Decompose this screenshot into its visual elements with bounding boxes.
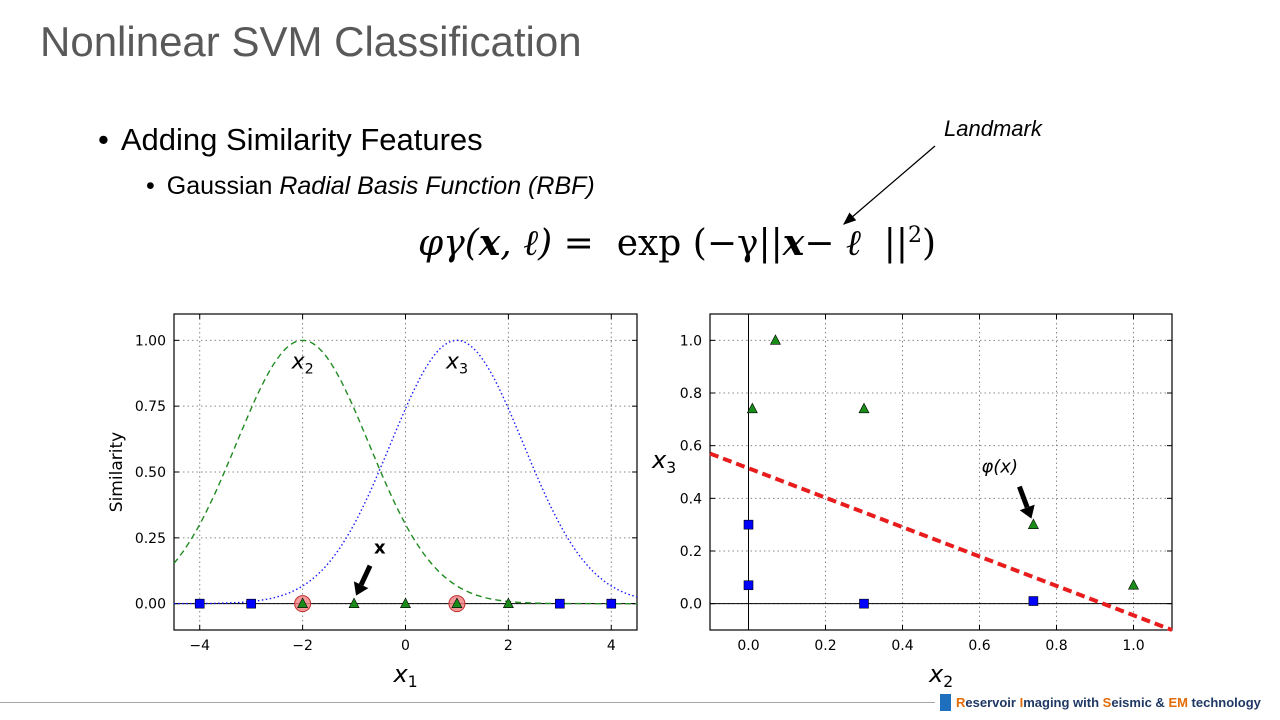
chart1-green-triangle [451, 597, 463, 608]
chart2-arrow-head [1019, 504, 1035, 519]
bullet-adding-similarity: • Adding Similarity Features [98, 122, 483, 157]
chart1-green-triangle [297, 597, 309, 608]
formula-paren-close: ) [922, 223, 937, 264]
chart1-arrow-label: x [374, 538, 386, 559]
formula-x1: x [478, 222, 501, 264]
bullet2-prefix: Gaussian [166, 172, 280, 200]
formula-exp: exp [616, 223, 682, 264]
chart1-curve-label-x3: x3 [445, 349, 468, 377]
chart2-frame [709, 313, 1173, 631]
footer-part: EM [1168, 695, 1188, 710]
chart2-ytick-label: 0.4 [680, 491, 702, 507]
chart1-ytick-label: 1.00 [135, 333, 166, 349]
chart2-blue-square [1028, 596, 1039, 606]
chart2-xtick-label: 1.0 [1122, 638, 1144, 654]
chart2-xtick-label: 0.4 [891, 638, 913, 654]
chart2-ytick-label: 0.6 [680, 439, 702, 455]
footer-part: maging with [1023, 695, 1103, 710]
chart2-arrow-shaft [1017, 485, 1030, 509]
chart1-ylabel: Similarity [107, 432, 127, 512]
formula-norm-close: || [883, 223, 909, 264]
chart1-xlabel: x1 [393, 660, 418, 691]
formula-phi: φγ( [418, 223, 479, 264]
chart1-xtick-label: 4 [607, 638, 616, 654]
chart1-arrow-head [353, 581, 369, 596]
footer-part: R [956, 695, 966, 710]
chart1-ytick-label: 0.00 [135, 597, 166, 613]
chart2-xtick-label: 0.0 [737, 638, 759, 654]
chart1-green-triangle [400, 597, 411, 608]
chart2-ylabel: x3 [651, 446, 676, 477]
footer-square-icon [940, 694, 951, 711]
chart2-xtick-label: 0.6 [968, 638, 990, 654]
chart1-ytick-label: 0.25 [135, 531, 166, 547]
chart2-green-triangle [1027, 518, 1039, 529]
chart1-curve-label-x2: x2 [291, 349, 314, 377]
formula-lhs-rest: , ℓ) = [500, 223, 594, 264]
chart2-ytick-label: 0.8 [680, 386, 702, 402]
chart1-green-triangle [348, 597, 360, 608]
bullet2-italic: Radial Basis Function (RBF) [279, 172, 595, 200]
rbf-formula: φγ(x, ℓ) = exp (−γ||x− ℓ ||2) [418, 222, 936, 264]
footer-part: eismic & [1111, 695, 1169, 710]
chart2-ytick-label: 0.0 [680, 597, 702, 613]
footer-part: technology [1187, 695, 1261, 710]
chart1-xtick-label: −2 [292, 638, 313, 654]
chart2-green-triangle [769, 334, 781, 345]
chart1-green-triangle [502, 597, 514, 608]
chart2-green-triangle [858, 402, 870, 414]
chart1-arrow-shaft [358, 564, 373, 586]
chart2-blue-square [743, 580, 754, 591]
chart2-xlabel: x2 [928, 660, 953, 691]
landmark-label: Landmark [944, 116, 1042, 141]
footer-text: Reservoir Imaging with Seismic & EM tech… [956, 695, 1261, 710]
formula-x2: x [782, 222, 805, 264]
bullet-gaussian-rbf: • Gaussian Radial Basis Function (RBF) [146, 172, 595, 200]
formula-sup: 2 [908, 223, 923, 248]
chart1-xtick-label: 0 [401, 638, 410, 654]
chart1-blue-square [194, 598, 205, 609]
footer-part: S [1102, 695, 1112, 710]
chart1-xtick-label: 2 [504, 638, 513, 654]
footer-brand: Reservoir Imaging with Seismic & EM tech… [940, 694, 1261, 711]
chart2-green-triangle [1128, 579, 1139, 590]
chart2-decision-line [709, 451, 1173, 632]
footer-part: I [1019, 695, 1024, 710]
chart2-xtick-label: 0.2 [814, 638, 836, 654]
footer-part: eservoir [965, 695, 1020, 710]
chart2-ytick-label: 0.2 [680, 544, 702, 560]
chart2-arrow-label: φ(x) [981, 457, 1018, 478]
chart2-ytick-label: 1.0 [680, 333, 702, 349]
chart1-blue-square [555, 598, 565, 609]
chart2-green-triangle [746, 402, 758, 414]
chart1-ytick-label: 0.50 [135, 465, 166, 481]
chart2-blue-square [859, 598, 869, 609]
bullet1-text: Adding Similarity Features [120, 122, 483, 157]
chart1-blue-square [246, 598, 256, 609]
formula-minus-l: − ℓ [804, 223, 861, 264]
chart2-blue-square [743, 519, 754, 530]
slide-title: Nonlinear SVM Classification [40, 18, 582, 65]
chart1-ytick-label: 0.75 [135, 399, 166, 415]
chart1-xtick-label: −4 [189, 638, 210, 654]
footer-divider [0, 702, 935, 703]
formula-paren-open: (−γ|| [692, 223, 783, 264]
chart1-blue-square [606, 598, 617, 609]
chart2-xtick-label: 0.8 [1045, 638, 1067, 654]
